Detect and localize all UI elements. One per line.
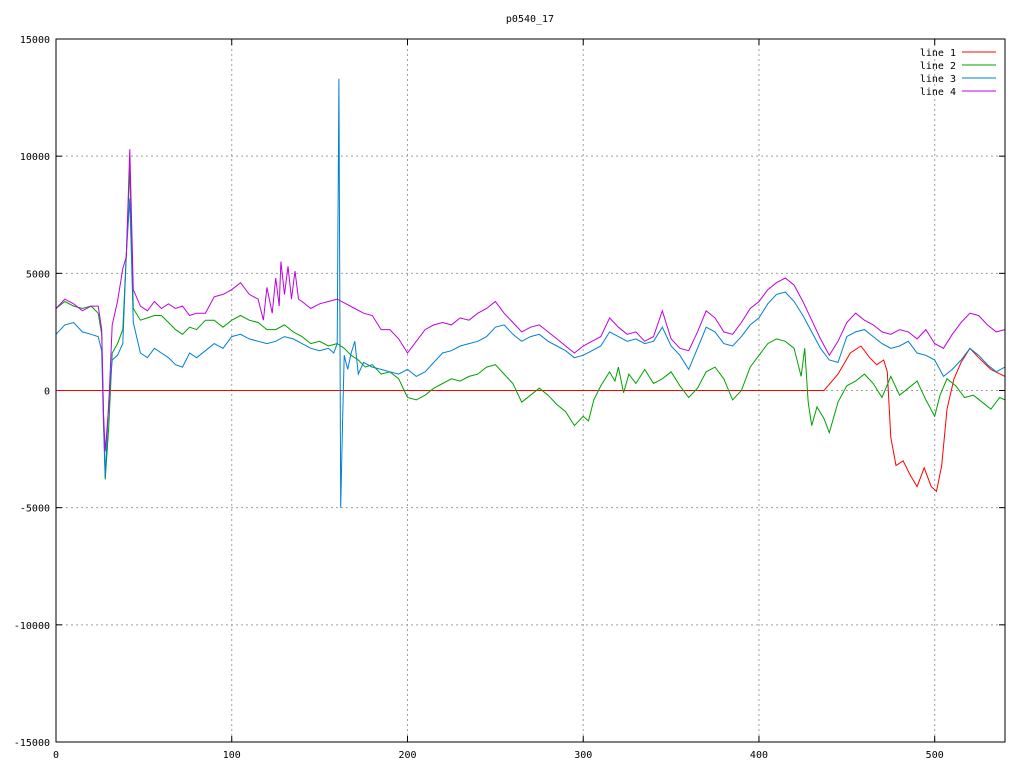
x-tick-label: 100 <box>223 750 241 761</box>
series-line-4 <box>55 149 1006 452</box>
series-line-3 <box>55 78 1006 508</box>
y-tick-label: -15000 <box>14 738 50 749</box>
x-tick-label: 500 <box>926 750 944 761</box>
x-tick-label: 200 <box>398 750 416 761</box>
y-tick-label: -10000 <box>14 621 50 632</box>
legend-label: line 2 <box>920 61 956 72</box>
legend: line 1 line 2 line 3 line 4 <box>920 48 996 98</box>
axis-ticks: -15000 -10000 -5000 0 5000 10000 15000 0 100 200 3… <box>14 35 1005 761</box>
x-tick-label: 400 <box>750 750 768 761</box>
plot-frame <box>55 38 1006 743</box>
chart-title: p0540_17 <box>506 14 554 25</box>
plot-area <box>55 78 1006 508</box>
y-tick-label: 0 <box>44 387 50 398</box>
legend-label: line 1 <box>920 48 956 59</box>
legend-label: line 3 <box>920 74 956 85</box>
y-tick-label: 15000 <box>20 35 50 46</box>
x-tick-label: 0 <box>53 750 59 761</box>
x-tick-label: 300 <box>574 750 592 761</box>
series-line-1 <box>56 345 1006 493</box>
y-tick-label: -5000 <box>20 504 50 515</box>
y-tick-label: 10000 <box>20 152 50 163</box>
legend-label: line 4 <box>920 87 956 98</box>
y-tick-label: 5000 <box>26 269 50 280</box>
series-line-2 <box>55 167 1006 480</box>
